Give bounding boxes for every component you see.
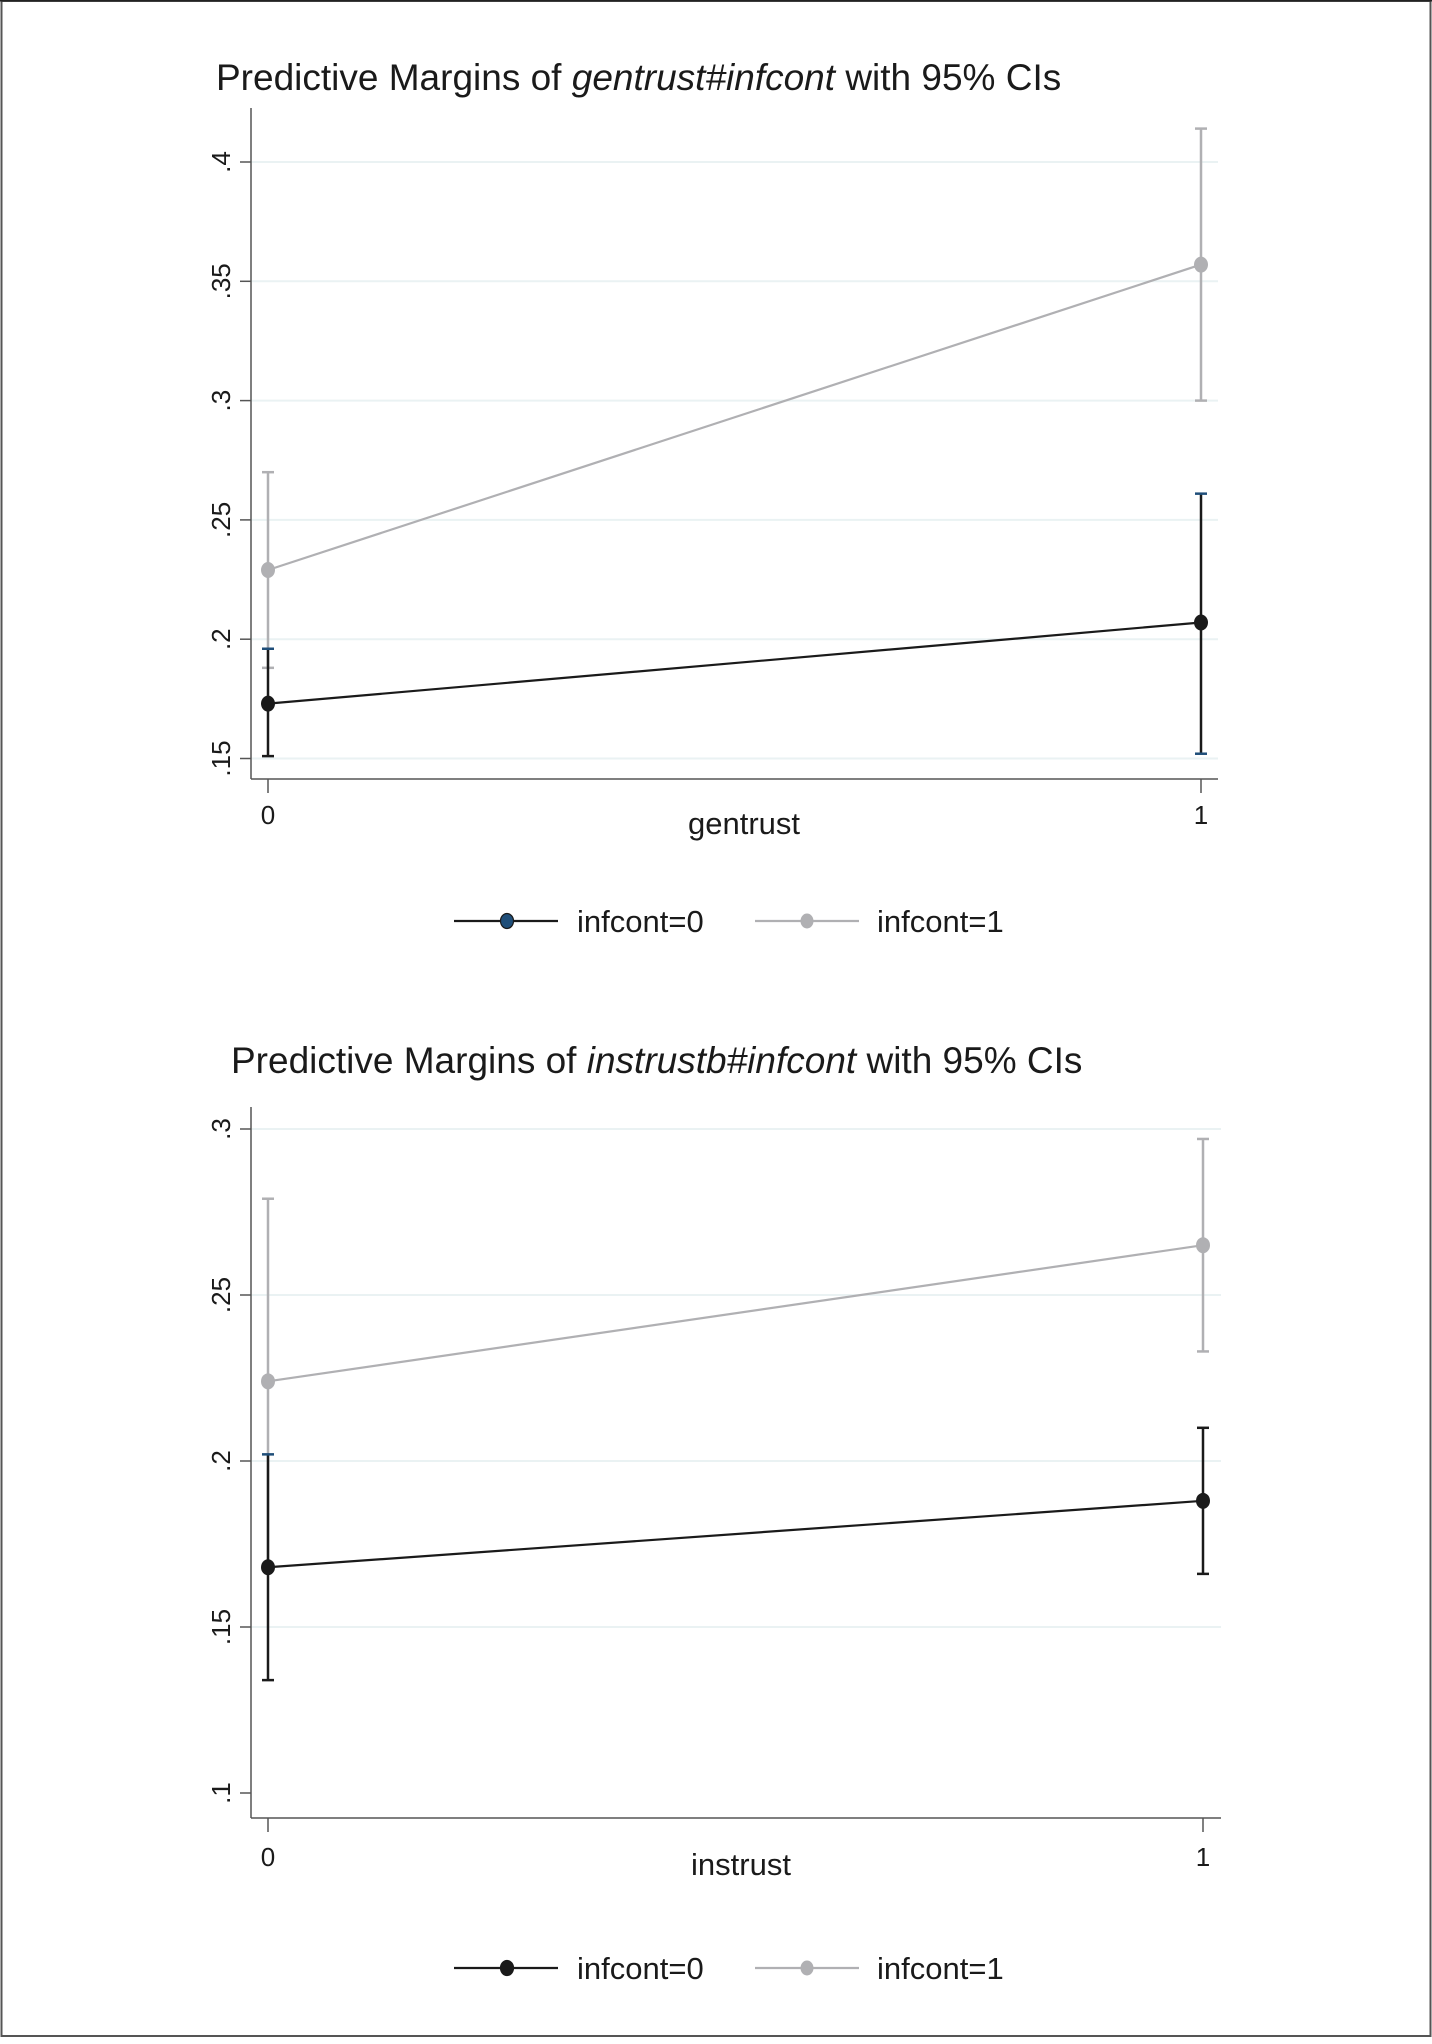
y-tick-label: .2 — [206, 628, 236, 650]
axes: .15 .2 .25 .3 .35 .4 0 1 — [206, 108, 1218, 830]
gridlines — [251, 161, 1218, 760]
series-line — [267, 263, 1202, 572]
legend-marker-icon — [499, 912, 515, 930]
y-tick-label: .15 — [206, 740, 236, 776]
legend-marker-icon — [499, 1959, 515, 1977]
axes: .1 .15 .2 .25 .3 0 1 — [206, 1107, 1221, 1872]
data-point — [1196, 1492, 1210, 1509]
series-line — [267, 621, 1202, 705]
legend-item: infcont=1 — [755, 1951, 1004, 1986]
plot-area — [261, 1137, 1210, 1682]
legend-label: infcont=1 — [877, 904, 1004, 939]
series-infcont-0 — [261, 1426, 1210, 1682]
gridlines — [251, 1128, 1221, 1628]
data-point — [1196, 1237, 1210, 1254]
legend: infcont=0 infcont=1 — [454, 1951, 1004, 1986]
y-tick-label: .3 — [206, 1118, 236, 1140]
y-tick-label: .1 — [206, 1782, 236, 1804]
data-point — [261, 562, 275, 579]
x-tick-label: 0 — [261, 1842, 275, 1872]
legend-label: infcont=0 — [577, 1951, 704, 1986]
chart-title: Predictive Margins of instrustb#infcont … — [231, 1040, 1082, 1081]
chart-gentrust: Predictive Margins of gentrust#infcont w… — [206, 57, 1218, 939]
x-tick-label: 1 — [1196, 1842, 1210, 1872]
x-tick-label: 1 — [1194, 800, 1208, 830]
x-axis-label: instrust — [691, 1847, 791, 1882]
y-tick-label: .4 — [206, 151, 236, 173]
data-point — [261, 695, 275, 712]
legend-label: infcont=1 — [877, 1951, 1004, 1986]
plot-area — [261, 127, 1208, 758]
series-infcont-0 — [261, 492, 1208, 758]
y-tick-label: .25 — [206, 1277, 236, 1313]
x-axis-label: gentrust — [688, 806, 800, 841]
series-infcont-1 — [261, 127, 1208, 670]
data-point — [261, 1559, 275, 1576]
series-line — [267, 1244, 1204, 1383]
legend: infcont=0 infcont=1 — [454, 904, 1004, 939]
y-tick-label: .2 — [206, 1450, 236, 1472]
chart-instrust: Predictive Margins of instrustb#infcont … — [206, 1040, 1221, 1986]
data-point — [261, 1373, 275, 1390]
chart-title: Predictive Margins of gentrust#infcont w… — [216, 57, 1061, 98]
data-point — [1194, 256, 1208, 273]
legend-item: infcont=0 — [454, 1951, 704, 1986]
y-tick-label: .25 — [206, 502, 236, 538]
series-line — [267, 1499, 1204, 1569]
legend-marker-icon — [800, 913, 814, 929]
legend-label: infcont=0 — [577, 904, 704, 939]
y-tick-label: .35 — [206, 263, 236, 299]
legend-item: infcont=0 — [454, 904, 704, 939]
y-tick-label: .15 — [206, 1609, 236, 1645]
y-tick-label: .3 — [206, 390, 236, 412]
legend-marker-icon — [800, 1960, 814, 1976]
legend-item: infcont=1 — [755, 904, 1004, 939]
data-point — [1194, 614, 1208, 631]
x-tick-label: 0 — [261, 800, 275, 830]
